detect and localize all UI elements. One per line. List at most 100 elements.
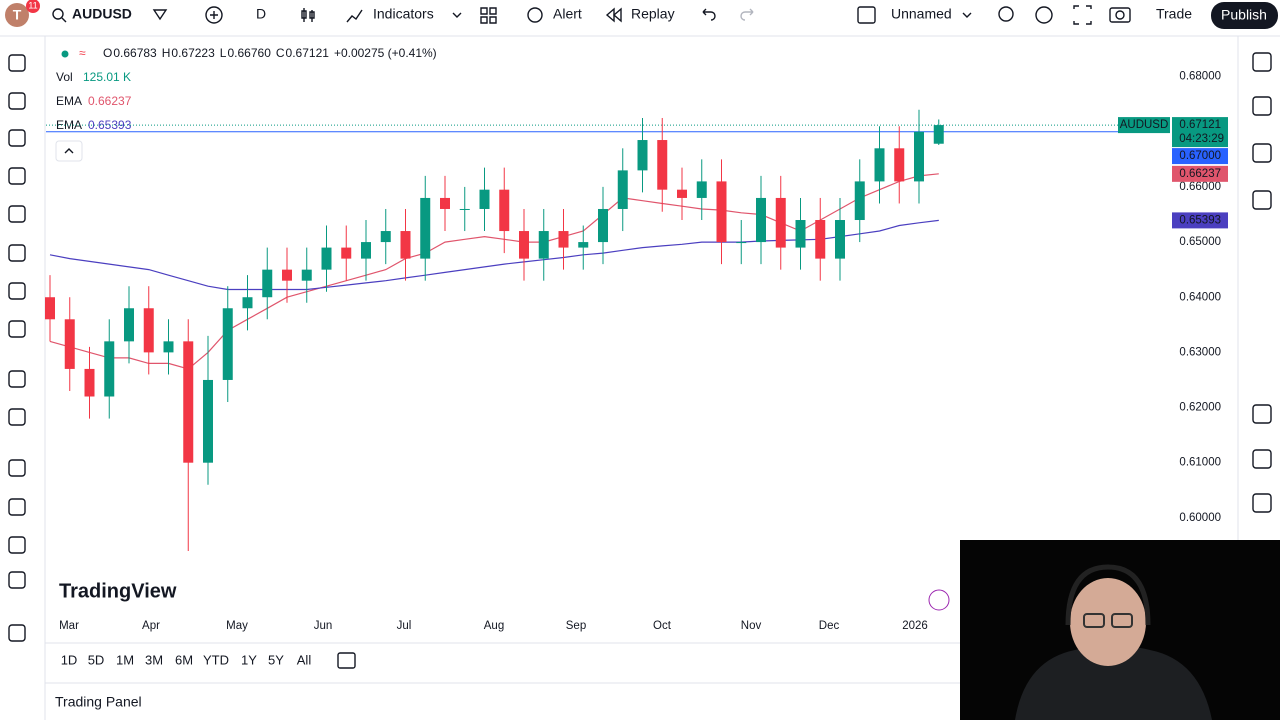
drawing-tool[interactable] <box>8 624 26 642</box>
avatar-letter: T <box>13 7 22 23</box>
collapse-legend[interactable] <box>55 140 83 162</box>
layout-icon[interactable] <box>480 7 497 24</box>
x-tick-label: Jun <box>314 620 333 632</box>
side-panel-tool[interactable] <box>1252 449 1272 469</box>
symbol-type-icon[interactable] <box>152 9 168 21</box>
range-button[interactable]: 1D <box>61 652 78 667</box>
candle-body <box>242 297 253 309</box>
range-button[interactable]: 6M <box>175 652 193 667</box>
indicators-chevron[interactable] <box>452 12 462 18</box>
interval[interactable]: D <box>256 6 266 22</box>
search-icon[interactable] <box>52 8 64 20</box>
candle-body <box>321 247 332 270</box>
drawing-tool[interactable] <box>8 129 26 147</box>
settings-icon[interactable] <box>1035 6 1053 24</box>
x-tick-label: Oct <box>653 620 672 632</box>
side-panel-tool[interactable] <box>1252 404 1272 424</box>
drawing-tool[interactable] <box>8 498 26 516</box>
drawing-tool[interactable] <box>8 571 26 589</box>
publish-button-bg[interactable] <box>1211 2 1278 29</box>
replay-button[interactable]: Replay <box>631 6 675 22</box>
countdown: 04:23:29 <box>1179 133 1224 145</box>
date-range-icon[interactable] <box>337 652 356 669</box>
watermark: TradingView <box>59 580 177 602</box>
symbol[interactable]: AUDUSD <box>72 6 132 22</box>
candle-body <box>124 308 134 342</box>
symbol-tag-label: AUDUSD <box>1120 119 1169 131</box>
y-tick-label: 0.62000 <box>1179 402 1221 414</box>
side-panel-tool[interactable] <box>1252 52 1272 72</box>
candle-body <box>104 341 115 397</box>
candle-body <box>341 247 352 259</box>
drawing-tool[interactable] <box>8 370 26 388</box>
side-panel-tool[interactable] <box>1252 143 1272 163</box>
avatar[interactable] <box>5 3 29 27</box>
range-button[interactable]: YTD <box>203 652 229 667</box>
candle-body <box>696 181 707 198</box>
drawing-tool[interactable] <box>8 408 26 426</box>
drawing-tool[interactable] <box>8 244 26 262</box>
candle-body <box>933 125 944 144</box>
alert-icon[interactable] <box>527 7 543 23</box>
publish-button[interactable]: Publish <box>1221 7 1267 23</box>
x-tick-label: 2026 <box>902 620 928 632</box>
trading-panel[interactable]: Trading Panel <box>55 694 142 710</box>
candle-body <box>163 341 174 353</box>
ema-line <box>49 173 939 370</box>
ema-key: EMA <box>56 94 82 108</box>
layout-checkbox[interactable] <box>857 6 876 24</box>
range-button[interactable]: 5D <box>88 652 105 667</box>
candle-body <box>835 220 845 259</box>
candle-body <box>894 148 905 182</box>
drawing-tool[interactable] <box>8 205 26 223</box>
drawing-tool[interactable] <box>8 536 26 554</box>
collapse-chevron <box>64 148 74 154</box>
chart-type-icon[interactable] <box>301 8 315 22</box>
candle-body <box>84 368 95 397</box>
badge-count: 11 <box>28 0 37 10</box>
range-button[interactable]: All <box>297 652 312 667</box>
range-button[interactable]: 1Y <box>241 652 257 667</box>
side-panel-tool[interactable] <box>1252 190 1272 210</box>
y-tick-label: 0.68000 <box>1179 71 1221 83</box>
candle-body <box>420 197 431 259</box>
candle-body <box>282 269 292 281</box>
indicators-icon[interactable] <box>346 9 363 23</box>
drawing-tool[interactable] <box>8 54 26 72</box>
price-line-tag-label: 0.67000 <box>1179 150 1221 162</box>
trade-button[interactable]: Trade <box>1156 6 1192 22</box>
indicators-button[interactable]: Indicators <box>373 6 434 22</box>
drawing-tool[interactable] <box>8 320 26 338</box>
ema-line <box>49 219 939 291</box>
drawing-tool[interactable] <box>8 459 26 477</box>
replay-icon[interactable] <box>605 7 622 23</box>
x-tick-label: Jul <box>397 620 412 632</box>
badge <box>26 0 40 13</box>
quick-search-icon[interactable] <box>998 6 1014 22</box>
snapshot-lens <box>1115 10 1125 20</box>
candle-body <box>756 197 766 243</box>
undo-icon[interactable] <box>702 8 716 21</box>
drawing-tool[interactable] <box>8 282 26 300</box>
fullscreen-icon[interactable] <box>1073 5 1092 25</box>
layout-name[interactable]: Unnamed <box>891 6 952 22</box>
layout-chevron[interactable] <box>962 12 972 18</box>
candle-body <box>519 231 529 259</box>
flash-icon[interactable] <box>928 589 950 611</box>
ema-tag-label: 0.65393 <box>1179 214 1221 226</box>
add-symbol-icon[interactable] <box>205 6 223 24</box>
drawing-tool[interactable] <box>8 92 26 110</box>
alert-button[interactable]: Alert <box>553 6 582 22</box>
ema-key: EMA <box>56 118 82 132</box>
side-panel-tool[interactable] <box>1252 493 1272 513</box>
drawing-tool[interactable] <box>8 167 26 185</box>
side-panel-tool[interactable] <box>1252 96 1272 116</box>
snapshot-icon[interactable] <box>1109 7 1131 23</box>
range-button[interactable]: 5Y <box>268 652 284 667</box>
redo-icon[interactable] <box>740 8 754 21</box>
candle-body <box>874 148 885 182</box>
range-button[interactable]: 3M <box>145 652 163 667</box>
candle-body <box>637 140 648 171</box>
range-button[interactable]: 1M <box>116 652 134 667</box>
